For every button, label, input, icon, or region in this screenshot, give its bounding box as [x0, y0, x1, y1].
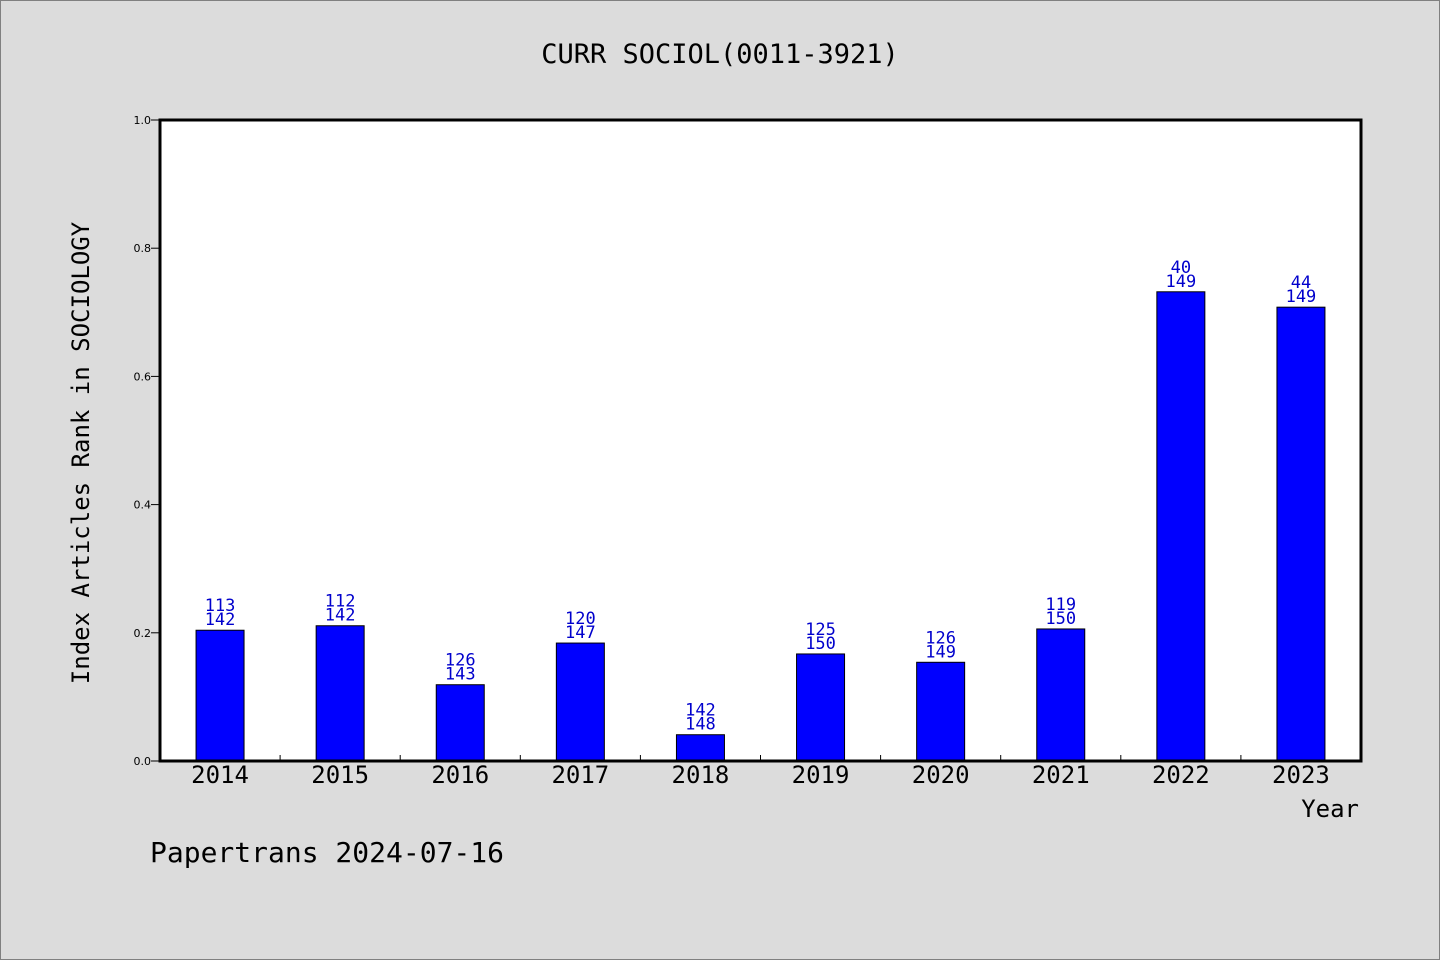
bar-label-total: 147	[565, 623, 596, 643]
y-tick-label: 1.0	[134, 114, 152, 127]
bar-label-total: 142	[325, 606, 356, 626]
bar-label-total: 150	[1045, 609, 1076, 629]
y-tick-label: 0.4	[134, 499, 152, 512]
x-tick-label: 2020	[912, 761, 970, 789]
y-tick-label: 0.2	[134, 627, 152, 640]
x-tick-label: 2017	[551, 761, 609, 789]
x-tick-label: 2016	[431, 761, 489, 789]
y-tick-label: 0.6	[134, 370, 152, 383]
x-tick-label: 2014	[191, 761, 249, 789]
bar-2015	[315, 625, 365, 762]
bar-label-total: 150	[805, 634, 836, 654]
bar-label-rank: 40	[1171, 258, 1191, 278]
bar-label-rank: 44	[1291, 273, 1311, 293]
bar-label-rank: 113	[205, 596, 236, 616]
bar-label-total: 143	[445, 665, 476, 685]
bar-2021	[1036, 628, 1086, 762]
bar-label-rank: 142	[685, 701, 716, 721]
chart-title: CURR SOCIOL(0011-3921)	[541, 39, 899, 70]
footer-text: Papertrans 2024-07-16	[150, 836, 504, 869]
bar-2020	[916, 661, 966, 762]
plot-border	[158, 118, 1363, 763]
bar-2023	[1276, 306, 1326, 762]
x-axis-label: Year	[1301, 795, 1359, 823]
bar-2014	[195, 629, 245, 762]
bar-label-total: 149	[1286, 287, 1317, 307]
bar-label-rank: 120	[565, 609, 596, 629]
x-tick-label: 2022	[1152, 761, 1210, 789]
bar-label-total: 142	[205, 610, 236, 630]
bar-label-rank: 112	[325, 592, 356, 612]
bar-label-rank: 126	[445, 651, 476, 671]
bar-2019	[796, 653, 846, 762]
x-tick-label: 2018	[672, 761, 730, 789]
bar-label-total: 149	[1165, 272, 1196, 292]
x-tick-label: 2021	[1032, 761, 1090, 789]
bar-label-rank: 119	[1045, 595, 1076, 615]
bar-label-rank: 125	[805, 620, 836, 640]
bar-label-rank: 126	[925, 628, 956, 648]
bar-2017	[555, 642, 605, 762]
bar-label-total: 148	[685, 715, 716, 735]
y-axis-ticks: 0.0 0.2 0.4 0.6 0.8 1.0	[134, 114, 1242, 768]
bar-2022	[1156, 291, 1206, 762]
bar-2018	[675, 734, 725, 762]
y-tick-label: 0.0	[134, 755, 152, 768]
x-tick-label: 2015	[311, 761, 369, 789]
x-tick-label: 2023	[1272, 761, 1330, 789]
bar-label-total: 149	[925, 642, 956, 662]
y-tick-label: 0.8	[134, 242, 152, 255]
x-axis-tick-labels: 2014 2015 2016 2017 2018 2019 2020 2021 2022 2023	[191, 761, 1330, 789]
bar-2016	[435, 684, 485, 762]
x-tick-label: 2019	[792, 761, 850, 789]
y-axis-label: Index Articles Rank in SOCIOLOGY	[67, 221, 95, 684]
bars	[195, 291, 1326, 762]
